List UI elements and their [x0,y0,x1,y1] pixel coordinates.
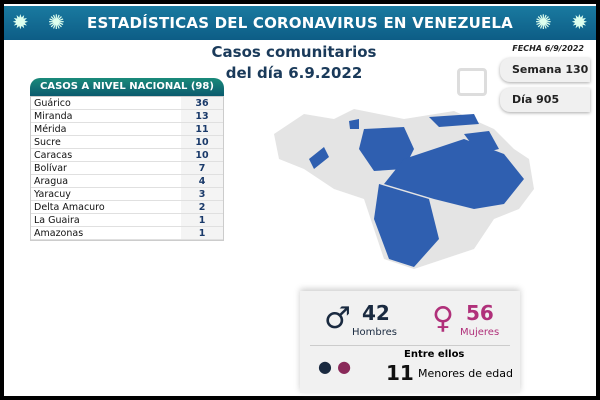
state-name: Miranda [34,111,73,122]
state-name: Delta Amacuro [34,202,105,213]
men-count: 42 [362,301,390,325]
virus-icon: ✹ [571,10,588,34]
cases-table: Guárico 36 Miranda 13 Mérida 11 Sucre 10 Caracas… [30,96,224,241]
table-row: Aragua 4 [31,175,223,188]
state-name: Amazonas [34,228,84,239]
table-row: Mérida 11 [31,123,223,136]
case-count: 11 [181,123,223,135]
table-row: Delta Amacuro 2 [31,201,223,214]
subtitle-line: Casos comunitarios [211,43,377,61]
table-header: CASOS A NIVEL NACIONAL (98) [30,78,224,96]
banner: ✹ ✺ ESTADÍSTICAS DEL CORONAVIRUS EN VENE… [4,6,596,40]
case-count: 36 [181,97,223,109]
map-region-delta [464,131,499,154]
table-row: Miranda 13 [31,110,223,123]
map-region-sucre [429,114,479,127]
state-name: Guárico [34,98,71,109]
women-count: 56 [466,301,494,325]
men-label: Hombres [352,327,397,338]
week-badge: Semana 130 [500,58,590,82]
date-label: FECHA 6/9/2022 [512,44,584,53]
case-count: 13 [181,110,223,122]
table-row: Caracas 10 [31,149,223,162]
divider [310,345,510,346]
virus-icon: ✺ [535,10,552,34]
page-title: ESTADÍSTICAS DEL CORONAVIRUS EN VENEZUEL… [87,14,513,32]
case-count: 3 [181,188,223,200]
state-name: Mérida [34,124,67,135]
table-row: Amazonas 1 [31,227,223,240]
state-name: Yaracuy [34,189,71,200]
table-row: Sucre 10 [31,136,223,149]
case-count: 10 [181,136,223,148]
minors-label: Menores de edad [418,367,513,380]
case-count: 1 [181,214,223,226]
case-count: 2 [181,201,223,213]
women-label: Mujeres [460,327,500,338]
table-row: La Guaira 1 [31,214,223,227]
day-badge: Día 905 [500,88,590,112]
map-region-merida [309,147,329,169]
venezuela-map [274,109,534,269]
table-row: Bolívar 7 [31,162,223,175]
map-region-guarico [359,127,414,171]
case-count: 4 [181,175,223,187]
state-name: Aragua [34,176,69,187]
subtitle-date: del día 6.9.2022 [225,64,363,82]
minors-intro: Entre ellos [404,349,465,360]
virus-icon: ✺ [48,10,65,34]
subtitle: Casos comunitarios del día 6.9.2022 [204,42,384,84]
table-row: Yaracuy 3 [31,188,223,201]
minors-icon: ● ● [318,357,352,376]
map-region-amazonas [374,184,439,267]
minors-count: 11 [386,361,414,385]
map-region-yaracuy [349,119,359,129]
infographic: ✹ ✺ ESTADÍSTICAS DEL CORONAVIRUS EN VENE… [4,4,596,396]
map-region-bolivar [384,139,524,209]
case-count: 10 [181,149,223,161]
calendar-icon [457,68,487,96]
case-count: 1 [181,227,223,239]
state-name: La Guaira [34,215,80,226]
state-name: Bolívar [34,163,67,174]
state-name: Sucre [34,137,61,148]
case-count: 7 [181,162,223,174]
state-name: Caracas [34,150,73,161]
table-row: Guárico 36 [31,97,223,110]
virus-icon: ✹ [12,10,29,34]
woman-icon: ♀ [432,301,454,336]
man-icon: ♂ [324,301,351,336]
demographics-summary: ♂ 42 Hombres ♀ 56 Mujeres ● ● Entre ello… [300,291,520,393]
